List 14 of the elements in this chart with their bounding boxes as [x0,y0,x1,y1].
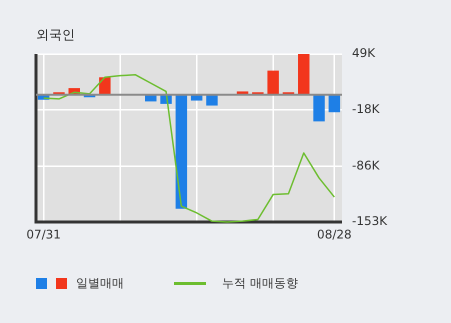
bar [298,54,310,95]
bar [313,94,325,122]
y-tick-label: -86K [352,158,381,172]
y-tick-label: -18K [352,102,381,116]
x-tick-label: 07/31 [26,227,61,242]
chart-title: 외국인 [36,27,75,44]
y-tick-label: 49K [352,46,376,60]
legend-label: 누적 매매동향 [222,275,298,292]
x-tick-label: 08/28 [317,227,352,242]
bar [176,94,188,209]
y-tick-label: -153K [352,214,388,228]
bar [328,94,340,112]
legend-label: 일별매매 [76,275,124,292]
bar [267,70,279,95]
